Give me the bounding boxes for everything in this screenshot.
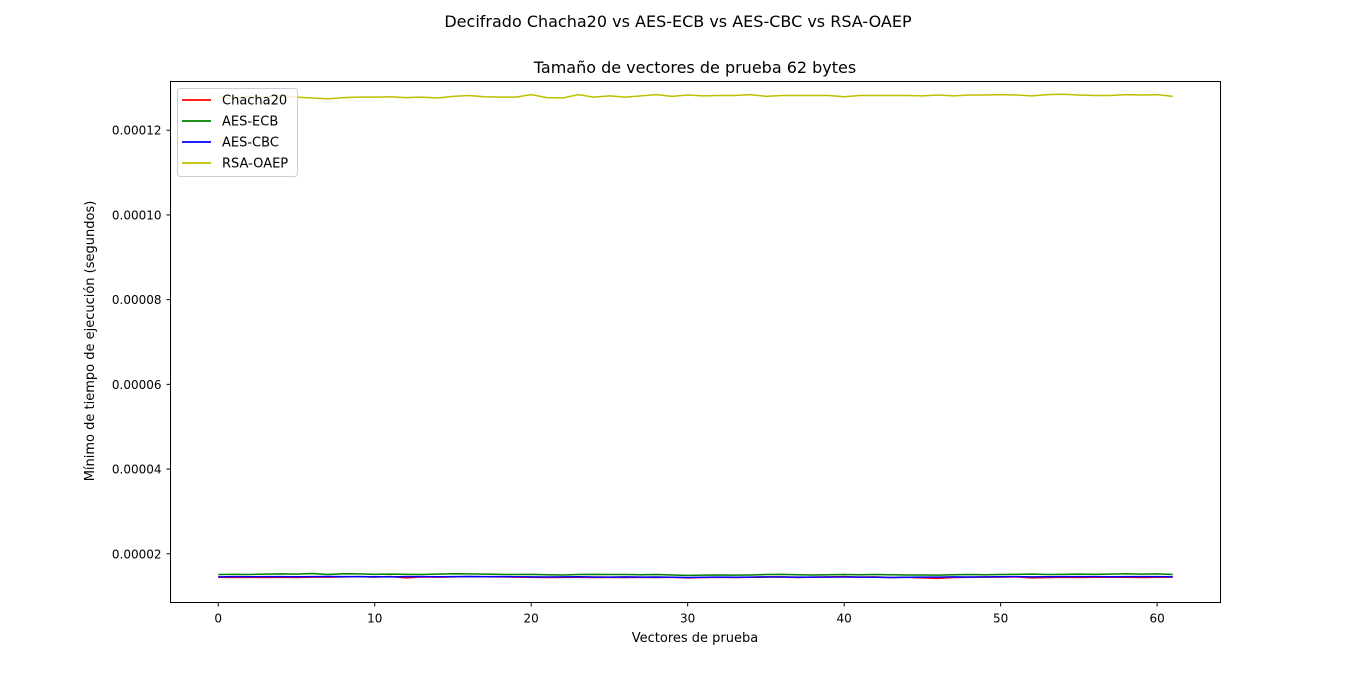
- series-line-rsa-oaep: [218, 93, 1173, 100]
- legend-label: AES-ECB: [222, 115, 278, 130]
- plot-area-frame: [170, 81, 1221, 603]
- x-tick-label: 40: [837, 612, 852, 626]
- x-axis-label: Vectores de prueba: [632, 631, 758, 646]
- legend-label: Chacha20: [222, 94, 287, 109]
- y-axis-label: Mínimo de tiempo de ejecución (segundos): [83, 201, 98, 482]
- series-line-aes-ecb: [218, 572, 1173, 577]
- legend-box: [177, 88, 298, 177]
- ticks-layer: 0 10 20 30 40 50 60 0.00002 0.00004 0.00006 0.0000…: [112, 124, 1165, 626]
- legend: Chacha20 AES-ECB AES-CBC RSA-OAEP: [177, 88, 298, 177]
- chart-suptitle: Decifrado Chacha20 vs AES-ECB vs AES-CBC…: [444, 12, 912, 31]
- x-tick-label: 20: [524, 612, 539, 626]
- chart-title: Tamaño de vectores de prueba 62 bytes: [533, 58, 856, 77]
- x-tick-label: 0: [214, 612, 222, 626]
- series-layer: [218, 93, 1173, 580]
- y-tick-label: 0.00010: [112, 208, 162, 222]
- series-line-aes-cbc: [218, 575, 1173, 579]
- x-tick-label: 10: [367, 612, 382, 626]
- legend-label: AES-CBC: [222, 136, 279, 151]
- y-tick-label: 0.00012: [112, 124, 162, 138]
- x-tick-label: 30: [680, 612, 695, 626]
- x-tick-label: 60: [1149, 612, 1164, 626]
- y-tick-label: 0.00004: [112, 463, 162, 477]
- x-tick-label: 50: [993, 612, 1008, 626]
- y-tick-label: 0.00002: [112, 547, 162, 561]
- legend-label: RSA-OAEP: [222, 157, 288, 172]
- y-tick-label: 0.00006: [112, 378, 162, 392]
- y-tick-label: 0.00008: [112, 293, 162, 307]
